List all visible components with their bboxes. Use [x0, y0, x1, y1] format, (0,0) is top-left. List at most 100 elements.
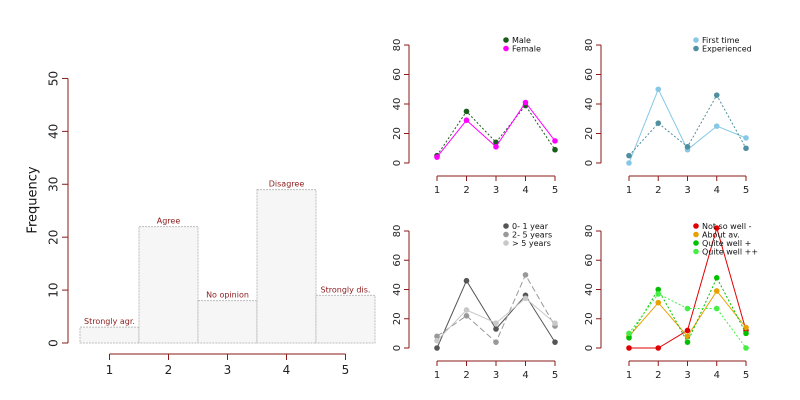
legend-label: 2- 5 years: [512, 231, 552, 240]
bar-y-tick-label: 0: [47, 339, 61, 347]
series-point: [713, 288, 720, 294]
line-x-tick-label: 4: [714, 185, 720, 196]
legend-label: Quite well +: [702, 239, 751, 248]
bar-rect: [138, 226, 199, 344]
series-line: [436, 279, 556, 349]
line-x-tick-label: 1: [626, 185, 632, 196]
legend-marker: [503, 37, 509, 43]
line-x-tick-label: 2: [463, 185, 469, 196]
bar-y-tick-label: 10: [47, 282, 61, 297]
legend-marker: [503, 231, 509, 238]
series-point: [655, 286, 662, 293]
line-y-tick-label: 80: [392, 39, 403, 52]
bar-x-tick-label: 2: [165, 363, 173, 377]
line-y-tick-label: 20: [584, 312, 595, 325]
line-y-tick-label: 20: [392, 127, 403, 140]
line-y-tick-label: 60: [392, 254, 403, 267]
series-point: [626, 160, 632, 166]
legend-label: Not so well -: [702, 222, 752, 231]
line-x-tick-label: 2: [463, 370, 469, 381]
series-point: [743, 135, 749, 141]
legend-marker: [503, 45, 509, 52]
line-y-tick-label: 20: [584, 127, 595, 140]
legend-label: > 5 years: [512, 239, 551, 248]
line-y-tick-label: 80: [584, 39, 595, 52]
series-point: [463, 313, 470, 319]
legend-label: First time: [702, 36, 740, 45]
series-point: [713, 275, 720, 281]
series-point: [626, 152, 632, 159]
bar-y-tick-label: 30: [47, 177, 61, 192]
line-x-tick-label: 4: [522, 370, 528, 381]
legend-label: Male: [512, 36, 531, 45]
series-point: [684, 327, 691, 334]
series-point: [522, 99, 529, 106]
line-x-tick-label: 5: [552, 370, 558, 381]
line-x-tick-label: 5: [552, 185, 558, 196]
legend-marker: [693, 248, 699, 255]
series-point: [626, 330, 632, 337]
bar-rect: [315, 294, 376, 344]
series-point: [552, 138, 558, 144]
legend-marker: [693, 45, 699, 52]
line-x-tick-label: 3: [493, 185, 499, 196]
legend-label: Quite well ++: [702, 248, 758, 257]
series-point: [684, 305, 691, 312]
series-point: [743, 145, 749, 152]
bar-data-label: No opinion: [206, 291, 249, 300]
series-point: [684, 339, 691, 345]
series-point: [552, 146, 558, 153]
series-point: [713, 225, 720, 231]
series-point: [463, 117, 470, 124]
series-point: [434, 333, 440, 340]
series-point: [493, 339, 499, 345]
legend-marker: [693, 240, 699, 246]
legend-label: Experienced: [702, 45, 752, 54]
bar-rect: [256, 189, 317, 344]
series-point: [655, 345, 662, 351]
series-point: [655, 120, 662, 126]
line-x-tick-label: 4: [714, 370, 720, 381]
series-point: [493, 326, 499, 332]
line-y-tick-label: 40: [584, 283, 595, 296]
bar-y-tick-label: 20: [47, 230, 61, 245]
bar-y-tick-label: 50: [47, 71, 61, 86]
line-x-tick-label: 1: [434, 185, 440, 196]
series-point: [493, 139, 499, 146]
series-line: [436, 104, 556, 156]
line-y-tick-label: 60: [584, 254, 595, 267]
line-y-tick-label: 80: [392, 225, 403, 238]
line-x-tick-label: 3: [684, 370, 690, 381]
legend-label: Female: [512, 45, 541, 54]
series-point: [493, 143, 499, 150]
series-point: [655, 291, 662, 297]
series-point: [626, 345, 632, 351]
series-point: [522, 272, 529, 278]
series-point: [434, 337, 440, 344]
line-y-tick-label: 60: [392, 68, 403, 81]
series-point: [655, 86, 662, 93]
bar-y-axis-title: Frequency: [26, 166, 41, 233]
series-point: [552, 339, 558, 345]
series-point: [626, 334, 632, 341]
series-point: [463, 108, 470, 115]
bar-x-tick-label: 1: [106, 363, 114, 377]
line-x-tick-label: 2: [655, 185, 661, 196]
series-point: [743, 324, 749, 331]
series-point: [655, 299, 662, 306]
series-point: [713, 305, 720, 312]
line-y-tick-label: 40: [392, 283, 403, 296]
legend-label: 0- 1 year: [512, 222, 549, 231]
legend-marker: [693, 223, 699, 229]
bar-x-tick-label: 3: [224, 363, 232, 377]
line-y-tick-label: 0: [584, 160, 595, 166]
series-point: [434, 154, 440, 160]
legend-marker: [503, 223, 509, 229]
bar-data-label: Strongly agr.: [84, 317, 135, 326]
series-point: [684, 333, 691, 340]
legend-marker: [503, 240, 509, 246]
series-point: [713, 123, 720, 129]
legend-marker: [693, 231, 699, 238]
